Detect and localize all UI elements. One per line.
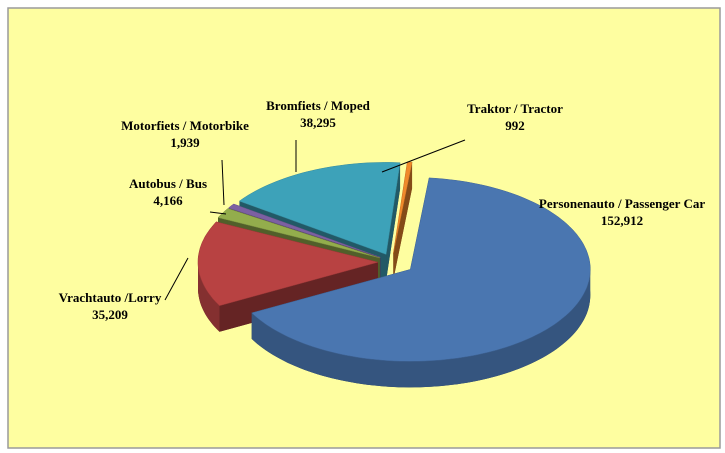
data-label: Traktor / Tractor 992 (467, 101, 563, 133)
category-label: Bromfiets / Moped (266, 98, 371, 113)
slice-side (251, 269, 591, 388)
value-label: 152,912 (601, 213, 643, 228)
data-label: Personenauto / Passenger Car 152,912 (539, 196, 705, 228)
slice (227, 203, 381, 258)
leader-line (164, 257, 189, 301)
value-label: 1,939 (170, 135, 200, 150)
data-label: Autobus / Bus 4,166 (129, 176, 207, 208)
category-label: Vrachtauto /Lorry (59, 290, 162, 305)
category-label: Motorfiets / Motorbike (121, 118, 249, 133)
value-label: 992 (505, 118, 525, 133)
leader-line (221, 159, 225, 206)
category-label: Traktor / Tractor (467, 101, 563, 116)
data-label: Bromfiets / Moped 38,295 (266, 98, 371, 130)
slice-wall (393, 162, 413, 280)
value-label: 35,209 (92, 307, 128, 322)
slice (197, 221, 379, 306)
slice (217, 208, 380, 259)
slice-side (198, 262, 220, 332)
value-label: 4,166 (153, 193, 183, 208)
category-label: Personenauto / Passenger Car (539, 196, 705, 211)
data-label: Vrachtauto /Lorry 35,209 (59, 290, 162, 322)
slice (393, 161, 413, 254)
slice-wall (386, 162, 401, 281)
slice (238, 162, 401, 255)
category-label: Autobus / Bus (129, 176, 207, 191)
leader-line (381, 139, 466, 173)
slice (251, 177, 591, 362)
leader-line (209, 211, 227, 215)
data-label: Motorfiets / Motorbike 1,939 (121, 118, 249, 150)
value-label: 38,295 (300, 115, 336, 130)
